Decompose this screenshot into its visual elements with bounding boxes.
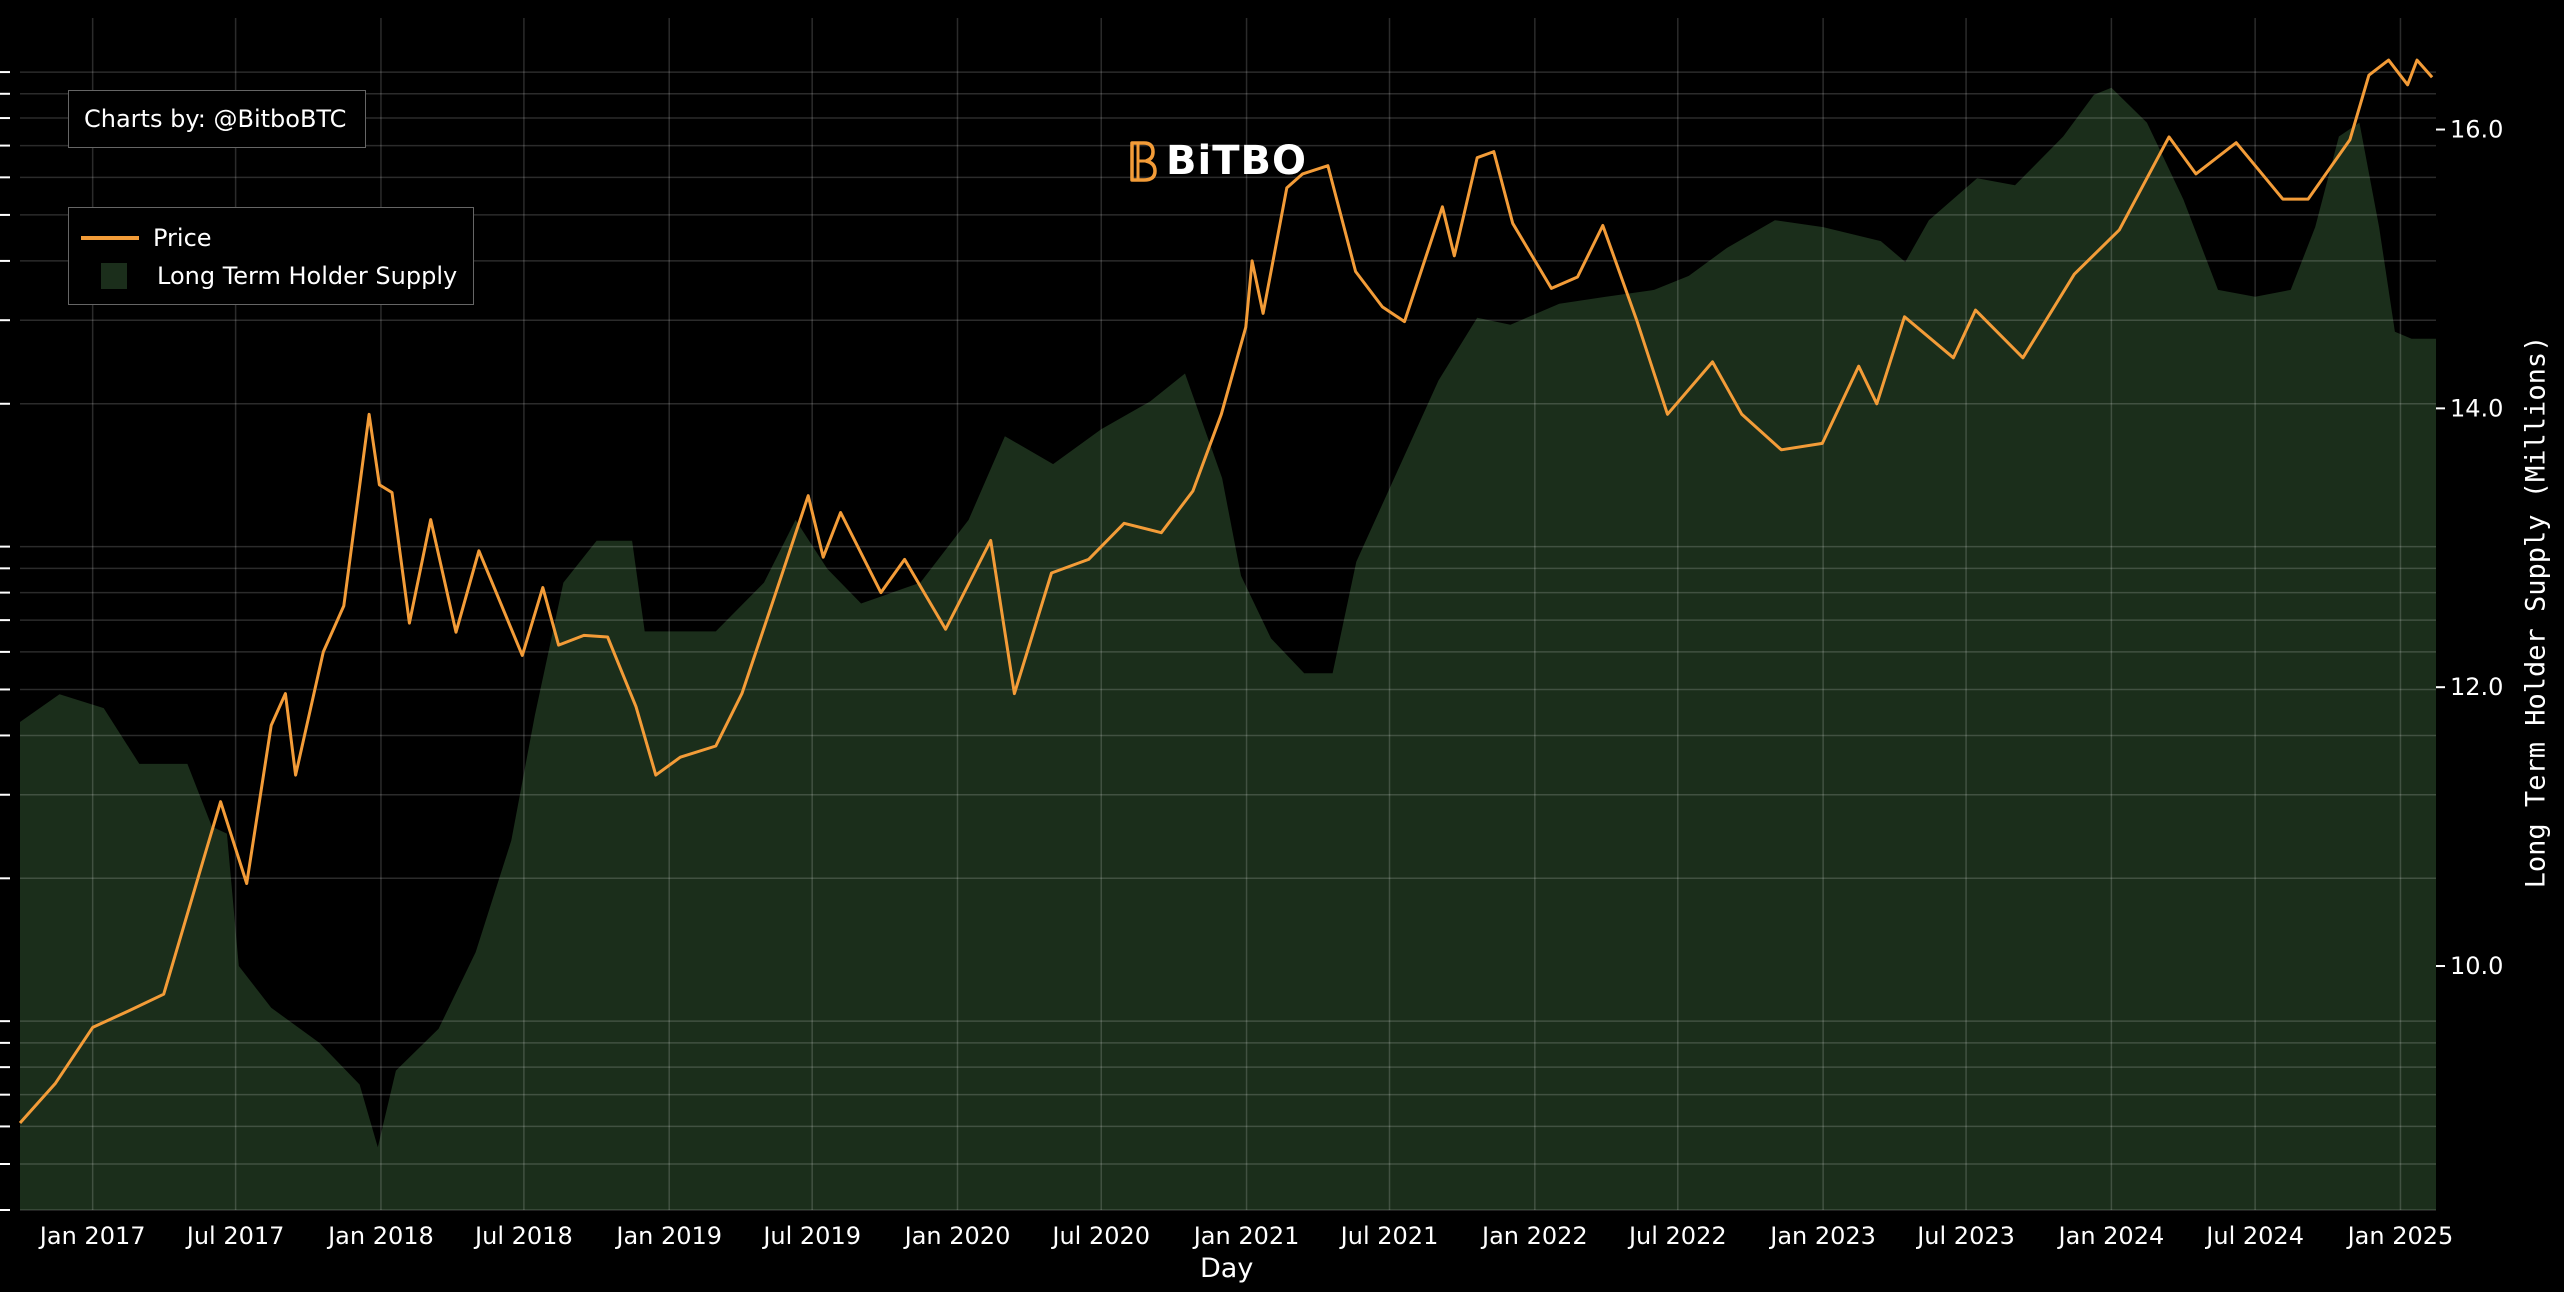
x-axis-title: Day (1200, 1253, 1254, 1284)
legend-label-price: Price (153, 224, 212, 252)
x-tick-label: Jan 2020 (903, 1222, 1011, 1250)
legend-swatch-lth-supply (101, 263, 127, 289)
right-axis-tick-label: 12.0 (2450, 673, 2503, 701)
legend-label-lth-supply: Long Term Holder Supply (157, 262, 458, 290)
right-axis-tick-label: 14.0 (2450, 394, 2503, 422)
x-tick-label: Jul 2022 (1627, 1222, 1727, 1250)
x-tick-label: Jan 2017 (38, 1222, 146, 1250)
right-axis-tick-label: 16.0 (2450, 116, 2503, 144)
right-axis-title: Long Term Holder Supply (Millions) (2520, 335, 2552, 889)
bitbo-logo: BiTBO (1128, 138, 1307, 184)
x-tick-label: Jul 2023 (1915, 1222, 2015, 1250)
credit-text: Charts by: @BitboBTC (84, 105, 347, 133)
x-tick-label: Jan 2025 (2346, 1222, 2454, 1250)
x-tick-label: Jan 2021 (1192, 1222, 1300, 1250)
legend-swatch-price (81, 236, 139, 240)
x-tick-label: Jul 2018 (473, 1222, 573, 1250)
right-axis-tick-label: 10.0 (2450, 952, 2503, 980)
x-tick-label: Jul 2019 (761, 1222, 861, 1250)
x-tick-label: Jan 2023 (1768, 1222, 1876, 1250)
price-line (18, 58, 2434, 1124)
legend: Price Long Term Holder Supply (68, 207, 474, 305)
x-tick-label: Jan 2019 (614, 1222, 722, 1250)
x-tick-label: Jul 2024 (2204, 1222, 2304, 1250)
x-tick-label: Jan 2018 (326, 1222, 434, 1250)
x-tick-label: Jan 2022 (1480, 1222, 1588, 1250)
x-tick-label: Jul 2020 (1050, 1222, 1150, 1250)
bitbo-b-icon (1130, 141, 1157, 182)
logo-text: BiTBO (1166, 138, 1307, 184)
legend-item-price[interactable]: Price (81, 221, 212, 255)
credit-box: Charts by: @BitboBTC (68, 90, 366, 148)
x-tick-label: Jul 2017 (185, 1222, 285, 1250)
lth-supply-area (20, 87, 2436, 1211)
x-tick-label: Jan 2024 (2057, 1222, 2165, 1250)
x-tick-label: Jul 2021 (1339, 1222, 1439, 1250)
legend-item-lth-supply[interactable]: Long Term Holder Supply (81, 259, 457, 293)
